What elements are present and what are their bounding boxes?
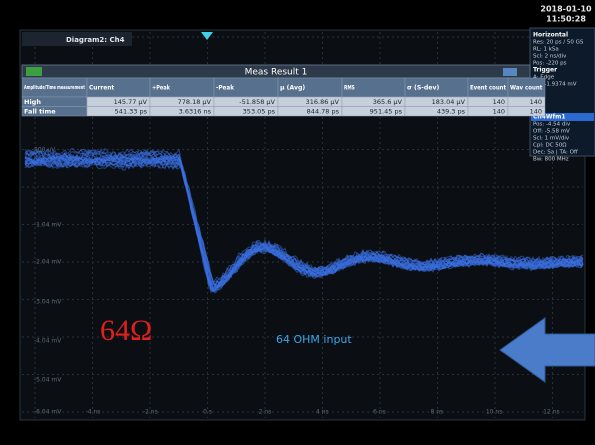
cell-value: 365.6 μV xyxy=(373,98,403,106)
diagram-title: Diagram2: Ch4 xyxy=(66,36,125,44)
x-axis-label: 12 ns xyxy=(543,409,559,416)
x-axis-label: -2 ns xyxy=(143,409,158,416)
column-header: +Peak xyxy=(152,84,171,92)
cell-value: 183.04 μV xyxy=(432,98,466,106)
column-header: Event count xyxy=(470,84,506,92)
cell-value: -51.858 μV xyxy=(239,98,275,106)
panel-line: Scl: 2 ns/div xyxy=(533,54,567,60)
x-axis-label: 2 ns xyxy=(259,409,272,416)
column-header: -Peak xyxy=(216,84,235,92)
x-axis-label: 6 ns xyxy=(373,409,386,416)
x-axis-label: 4 ns xyxy=(316,409,329,416)
note-label: 64 OHM input xyxy=(276,333,352,346)
column-header: μ (Avg) xyxy=(280,84,305,92)
cell-value: 844.78 ps xyxy=(307,108,340,116)
panel-line: Scl: 1 mV/div xyxy=(533,136,570,142)
cell-value: 439.3 ps xyxy=(437,108,466,116)
window-button xyxy=(503,68,517,76)
y-axis-label: -1.04 mV xyxy=(34,222,62,229)
cell-value: 778.18 μV xyxy=(178,98,212,106)
cell-value: 145.77 μV xyxy=(114,98,148,106)
panel-line: Cpl: DC 50Ω xyxy=(533,143,567,149)
cell-value: 140 xyxy=(530,98,542,106)
impedance-label: 64Ω xyxy=(100,314,152,347)
y-axis-label: -4.04 mV xyxy=(34,338,62,345)
cell-value: 140 xyxy=(493,108,505,116)
cell-value: 353.05 ps xyxy=(243,108,276,116)
window-icon xyxy=(26,67,42,76)
panel-line: Pos: -4.54 div xyxy=(533,122,571,128)
page: 800 μV-1.04 mV-2.04 mV-3.04 mV-4.04 mV-5… xyxy=(0,0,595,445)
cell-value: 140 xyxy=(493,98,505,106)
panel-title: Horizontal xyxy=(533,32,568,39)
x-axis-label: 8 ns xyxy=(430,409,443,416)
row-label: High xyxy=(24,98,41,106)
cell-value: 3.6316 ns xyxy=(179,108,212,116)
column-header: Current xyxy=(89,84,114,92)
x-axis-label: -4 ns xyxy=(86,409,101,416)
cell-value: 140 xyxy=(530,108,542,116)
y-axis-label: -3.04 mV xyxy=(34,299,62,306)
column-header: Wav count xyxy=(510,84,542,92)
panel-line: Off: -5.58 mV xyxy=(533,129,570,135)
panel-line: Res: 20 ps / 50 GS xyxy=(533,40,584,46)
column-header: RMS xyxy=(344,84,355,92)
panel-line: RL: 1 kSa xyxy=(533,47,559,53)
y-axis-label: -5.04 mV xyxy=(34,377,62,384)
time: 11:50:28 xyxy=(546,15,586,24)
measurement-window: Meas Result 1 Amplitude/Time measurement C… xyxy=(22,65,545,116)
x-axis-label: 0 s xyxy=(203,409,212,416)
column-header: σ (S-dev) xyxy=(407,84,439,92)
cell-value: 316.86 μV xyxy=(306,98,340,106)
date: 2018-01-10 xyxy=(540,5,592,14)
window-title: Meas Result 1 xyxy=(245,68,308,78)
y-axis-label: -6.04 mV xyxy=(34,409,62,416)
row-label: Fall time xyxy=(24,108,56,116)
y-axis-label: -2.04 mV xyxy=(34,259,62,266)
cell-value: 951.45 ps xyxy=(370,108,403,116)
scope-screen: 800 μV-1.04 mV-2.04 mV-3.04 mV-4.04 mV-5… xyxy=(0,0,595,445)
x-axis-label: 10 ns xyxy=(486,409,502,416)
cell-value: 541.33 ps xyxy=(115,108,148,116)
panel-line: Dec: Sa | TA: Off xyxy=(533,150,578,156)
column-header: Amplitude/Time measurement xyxy=(24,85,85,91)
panel-line: Bw: 800 MHz xyxy=(533,157,569,163)
panel-title: Trigger xyxy=(533,67,557,74)
